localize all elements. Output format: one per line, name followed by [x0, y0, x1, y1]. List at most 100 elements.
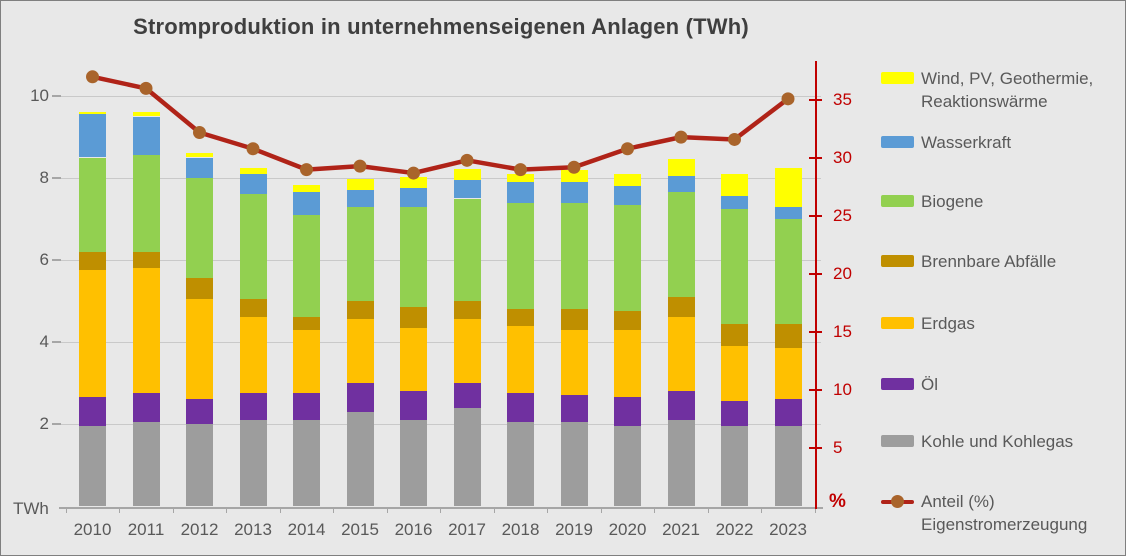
bar-segment-2020 — [614, 204, 641, 312]
x-axis-line — [59, 507, 823, 509]
x-axis-tick-mark — [333, 508, 335, 513]
bar-segment-2013 — [239, 167, 267, 174]
bar-segment-2017 — [453, 180, 481, 199]
x-axis-year-label: 2023 — [769, 520, 807, 539]
bar-segment-2023 — [774, 206, 802, 219]
bar-segment-2023 — [774, 219, 802, 324]
right-axis-line — [815, 61, 817, 509]
x-axis-year-label: 2017 — [448, 520, 486, 539]
bar-segment-2018 — [507, 182, 534, 203]
bar-segment-2011 — [132, 393, 160, 422]
y-axis-tick-mark — [52, 341, 61, 343]
x-axis-year-label: 2019 — [555, 520, 593, 539]
x-axis-year-label: 2021 — [662, 520, 700, 539]
bar-segment-2021 — [667, 158, 695, 176]
bar-segment-2010 — [79, 251, 106, 271]
x-axis-tick-mark — [547, 508, 549, 513]
bar-segment-2012 — [186, 298, 213, 400]
x-axis-tick-mark — [761, 508, 763, 513]
bar-segment-2012 — [186, 178, 213, 279]
bar-segment-2022 — [721, 401, 748, 427]
y-axis-tick-label: 4 — [39, 332, 49, 351]
bar-segment-2016 — [400, 391, 427, 420]
bar-segment-2012 — [186, 157, 213, 178]
legend-label: Wind, PV, Geothermie, Reaktionswärme — [921, 69, 1094, 111]
bar-segment-2018 — [507, 202, 534, 310]
x-axis-year-label: 2018 — [501, 520, 540, 539]
bar-segment-2018 — [507, 421, 534, 506]
bar-segment-2022 — [721, 426, 748, 506]
bar-segment-2014 — [293, 214, 320, 318]
bar-segment-2010 — [79, 426, 106, 506]
bar-segment-2013 — [239, 194, 267, 299]
bar-segment-2017 — [453, 168, 481, 181]
bar-segment-2011 — [132, 421, 160, 506]
bar-segment-2013 — [239, 298, 267, 318]
x-axis-tick-mark — [172, 508, 174, 513]
bar-segment-2014 — [293, 393, 320, 420]
legend-label: Kohle und Kohlegas — [921, 432, 1074, 451]
legend-item: Anteil (%) Eigenstromerzeugung — [881, 490, 1087, 536]
legend-item: Brennbare Abfälle — [881, 250, 1056, 273]
bar-segment-2019 — [560, 395, 588, 422]
bar-segment-2015 — [346, 301, 374, 320]
bar-segment-2012 — [186, 153, 213, 158]
right-axis-tick-label: 20 — [833, 264, 852, 283]
bar-segment-2014 — [293, 419, 320, 506]
chart-title: Stromproduktion in unternehmenseigenen A… — [133, 14, 749, 39]
legend-item: Wind, PV, Geothermie, Reaktionswärme — [881, 67, 1093, 113]
bar-segment-2020 — [614, 186, 641, 205]
bar-segment-2013 — [239, 173, 267, 195]
bar-segment-2016 — [400, 419, 427, 506]
x-axis-tick-mark — [226, 508, 228, 513]
legend-label: Wasserkraft — [921, 133, 1012, 152]
bar-segment-2013 — [239, 317, 267, 394]
bar-segment-2018 — [507, 393, 534, 422]
legend-item: Wasserkraft — [881, 131, 1011, 154]
bar-segment-2022 — [721, 323, 748, 347]
legend-swatch — [881, 136, 914, 148]
bar-segment-2011 — [132, 116, 160, 156]
bar-segment-2011 — [132, 155, 160, 252]
bar-segment-2015 — [346, 206, 374, 301]
x-axis-year-label: 2011 — [127, 520, 165, 539]
bar-segment-2021 — [667, 391, 695, 420]
legend-item: Öl — [881, 373, 938, 396]
bar-segment-2019 — [560, 202, 588, 310]
bar-segment-2023 — [774, 348, 802, 400]
bar-segment-2014 — [293, 192, 320, 215]
y-axis-unit-label: TWh — [13, 499, 49, 518]
bar-segment-2018 — [507, 173, 534, 183]
bar-segment-2016 — [400, 176, 427, 189]
x-axis-year-label: 2016 — [394, 520, 433, 539]
bar-segment-2020 — [614, 397, 641, 427]
bar-segment-2010 — [79, 114, 106, 158]
x-axis-tick-mark — [654, 508, 656, 513]
bar-segment-2019 — [560, 169, 588, 183]
bar-segment-2017 — [453, 383, 481, 408]
bar-segment-2015 — [346, 319, 374, 383]
legend-swatch — [881, 72, 914, 84]
x-axis-year-label: 2013 — [234, 520, 272, 539]
bar-segment-2022 — [721, 196, 748, 209]
x-axis-year-label: 2014 — [287, 520, 326, 539]
bar-segment-2012 — [186, 278, 213, 299]
bar-segment-2015 — [346, 383, 374, 412]
x-axis-year-label: 2010 — [73, 520, 112, 539]
gridline — [61, 96, 821, 97]
bar-segment-2020 — [614, 173, 641, 187]
right-axis-tick-label: 30 — [833, 148, 852, 167]
bar-segment-2022 — [721, 208, 748, 324]
bar-segment-2011 — [132, 112, 160, 117]
bar-segment-2021 — [667, 175, 695, 193]
bar-segment-2010 — [79, 270, 106, 398]
right-axis-tick-label: 35 — [833, 90, 852, 109]
bar-segment-2018 — [507, 309, 534, 326]
bar-segment-2017 — [453, 301, 481, 320]
y-axis-tick-label: 2 — [39, 414, 49, 433]
legend-label: Brennbare Abfälle — [921, 252, 1057, 271]
right-axis-unit-label: % — [829, 491, 846, 512]
x-axis-year-label: 2012 — [180, 520, 219, 539]
bar-segment-2017 — [453, 198, 481, 301]
